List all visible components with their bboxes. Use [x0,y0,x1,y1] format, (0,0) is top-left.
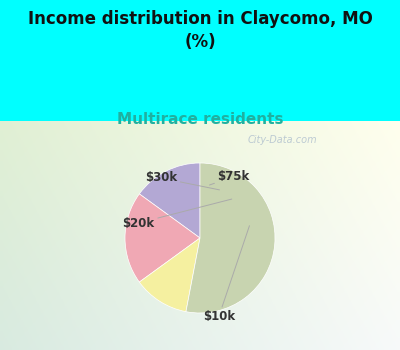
Text: City-Data.com: City-Data.com [248,135,318,145]
Text: $10k: $10k [203,226,250,323]
Text: $20k: $20k [122,199,232,230]
Wedge shape [139,238,200,312]
Wedge shape [125,194,200,282]
Wedge shape [139,163,200,238]
Text: $75k: $75k [210,170,250,185]
Text: Multirace residents: Multirace residents [117,112,283,127]
Text: Income distribution in Claycomo, MO
(%): Income distribution in Claycomo, MO (%) [28,10,372,51]
Wedge shape [186,163,275,313]
Text: $30k: $30k [145,172,220,190]
